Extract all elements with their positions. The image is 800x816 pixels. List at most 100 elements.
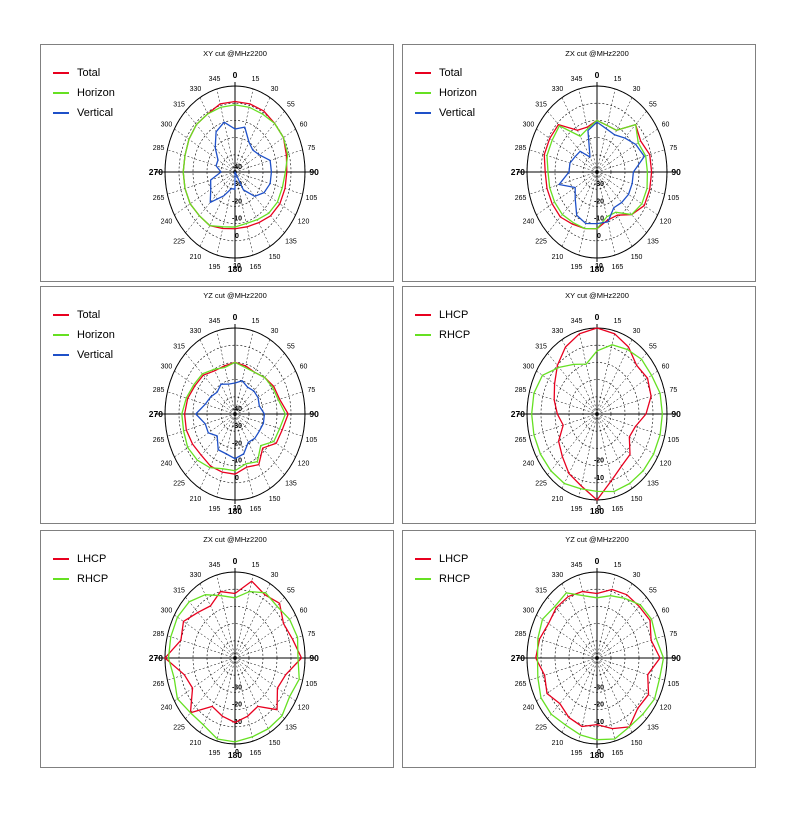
angle-tick-label: 55 bbox=[649, 101, 657, 108]
grid-spoke bbox=[547, 657, 598, 719]
legend-swatch-vertical bbox=[415, 112, 431, 114]
legend-label-rhcp: RHCP bbox=[77, 573, 109, 585]
polar-chart-3: YZ cut @MHz2200 0 15 30 55 60 75 90 105 120 135 150… bbox=[149, 291, 319, 516]
grid-spoke bbox=[234, 370, 296, 415]
angle-tick-label: 300 bbox=[161, 363, 173, 370]
angle-tick-label: 180 bbox=[590, 750, 604, 760]
grid-spoke bbox=[234, 413, 271, 489]
radial-tick-label: -10 bbox=[594, 719, 604, 726]
angle-tick-label: 285 bbox=[515, 631, 527, 638]
angle-tick-label: 75 bbox=[308, 387, 316, 394]
grid-spoke bbox=[596, 413, 633, 489]
chart-title: XY cut @MHz2200 bbox=[565, 291, 629, 300]
radial-tick-label: -30 bbox=[232, 423, 242, 430]
grid-spoke bbox=[234, 413, 303, 437]
angle-tick-label: 315 bbox=[173, 343, 185, 350]
grid-spoke bbox=[536, 128, 598, 173]
grid-spoke bbox=[199, 583, 236, 659]
legend-swatch-horizon bbox=[53, 334, 69, 336]
angle-tick-label: 165 bbox=[612, 506, 624, 513]
polar-chart-5: ZX cut @MHz2200 0 15 30 55 60 75 90 105 120 135 150… bbox=[149, 535, 319, 760]
angle-tick-label: 225 bbox=[535, 481, 547, 488]
grid-spoke bbox=[561, 657, 598, 733]
angle-tick-label: 0 bbox=[595, 312, 600, 322]
grid-spoke bbox=[234, 614, 296, 659]
grid-spoke bbox=[185, 597, 236, 659]
angle-tick-label: 180 bbox=[228, 506, 242, 516]
legend-label-total: Total bbox=[77, 67, 101, 79]
grid-spoke bbox=[216, 330, 236, 415]
grid-spoke bbox=[596, 657, 658, 702]
chart-panel-3: YZ cut @MHz2200 0 15 30 55 60 75 90 105 120 135 150… bbox=[40, 286, 394, 524]
angle-tick-label: 210 bbox=[190, 254, 202, 261]
grid-spoke bbox=[529, 657, 598, 681]
legend-item-vertical: Vertical bbox=[415, 103, 477, 123]
grid-spoke bbox=[578, 657, 598, 742]
series-line-vertical bbox=[209, 121, 273, 204]
chart-title: ZX cut @MHz2200 bbox=[565, 49, 628, 58]
angle-tick-label: 135 bbox=[285, 725, 297, 732]
angle-tick-label: 75 bbox=[308, 145, 316, 152]
grid-spoke bbox=[174, 657, 236, 702]
grid-spoke bbox=[561, 413, 598, 489]
angle-tick-label: 15 bbox=[252, 562, 260, 569]
angle-tick-label: 135 bbox=[285, 481, 297, 488]
angle-tick-label: 135 bbox=[647, 481, 659, 488]
angle-tick-label: 90 bbox=[671, 167, 681, 177]
radial-tick-label: -20 bbox=[232, 198, 242, 205]
angle-tick-label: 60 bbox=[662, 363, 670, 370]
angle-tick-label: 30 bbox=[633, 572, 641, 579]
angle-tick-label: 330 bbox=[190, 86, 202, 93]
angle-tick-label: 195 bbox=[209, 750, 221, 757]
angle-tick-label: 135 bbox=[285, 239, 297, 246]
grid-spoke bbox=[529, 171, 598, 195]
angle-tick-label: 15 bbox=[614, 318, 622, 325]
grid-spoke bbox=[547, 111, 598, 173]
angle-tick-label: 330 bbox=[552, 328, 564, 335]
chart-panel-4: XY cut @MHz2200 0 15 30 55 60 75 90 105 120 135 150… bbox=[402, 286, 756, 524]
angle-tick-label: 90 bbox=[671, 409, 681, 419]
angle-tick-label: 195 bbox=[571, 264, 583, 271]
angle-tick-label: 180 bbox=[228, 750, 242, 760]
grid-spoke bbox=[174, 370, 236, 415]
legend-item-rhcp: RHCP bbox=[415, 325, 470, 345]
grid-spoke bbox=[596, 171, 658, 216]
grid-spoke bbox=[234, 413, 285, 475]
angle-tick-label: 285 bbox=[153, 631, 165, 638]
angle-tick-label: 330 bbox=[190, 328, 202, 335]
series-line-lhcp bbox=[535, 588, 661, 730]
grid-spoke bbox=[234, 353, 285, 415]
polar-chart-4: XY cut @MHz2200 0 15 30 55 60 75 90 105 120 135 150… bbox=[511, 291, 681, 516]
angle-tick-label: 150 bbox=[631, 254, 643, 261]
angle-tick-label: 240 bbox=[523, 461, 535, 468]
chart-panel-6: YZ cut @MHz2200 0 15 30 55 60 75 90 105 120 135 150… bbox=[402, 530, 756, 768]
legend-label-vertical: Vertical bbox=[439, 107, 476, 119]
angle-tick-label: 265 bbox=[153, 437, 165, 444]
legend-item-lhcp: LHCP bbox=[415, 549, 470, 569]
angle-tick-label: 90 bbox=[309, 653, 319, 663]
chart-title: ZX cut @MHz2200 bbox=[203, 535, 266, 544]
chart-legend-4: LHCP RHCP bbox=[415, 305, 470, 345]
grid-spoke bbox=[596, 111, 647, 173]
angle-tick-label: 210 bbox=[552, 496, 564, 503]
grid-spoke bbox=[547, 171, 598, 233]
angle-tick-label: 120 bbox=[298, 219, 310, 226]
angle-tick-label: 345 bbox=[209, 76, 221, 83]
angle-tick-label: 60 bbox=[662, 607, 670, 614]
angle-tick-label: 345 bbox=[571, 562, 583, 569]
angle-tick-label: 210 bbox=[552, 254, 564, 261]
grid-spoke bbox=[216, 574, 236, 659]
angle-tick-label: 120 bbox=[660, 705, 672, 712]
angle-tick-label: 285 bbox=[153, 145, 165, 152]
angle-tick-label: 75 bbox=[308, 631, 316, 638]
angle-tick-label: 150 bbox=[269, 254, 281, 261]
grid-spoke bbox=[547, 597, 598, 659]
angle-tick-label: 180 bbox=[590, 506, 604, 516]
angle-tick-label: 195 bbox=[571, 750, 583, 757]
grid-spoke bbox=[234, 97, 271, 173]
angle-tick-label: 55 bbox=[287, 343, 295, 350]
angle-tick-label: 270 bbox=[511, 653, 525, 663]
angle-tick-label: 0 bbox=[233, 70, 238, 80]
angle-tick-label: 55 bbox=[649, 343, 657, 350]
angle-tick-label: 90 bbox=[309, 167, 319, 177]
